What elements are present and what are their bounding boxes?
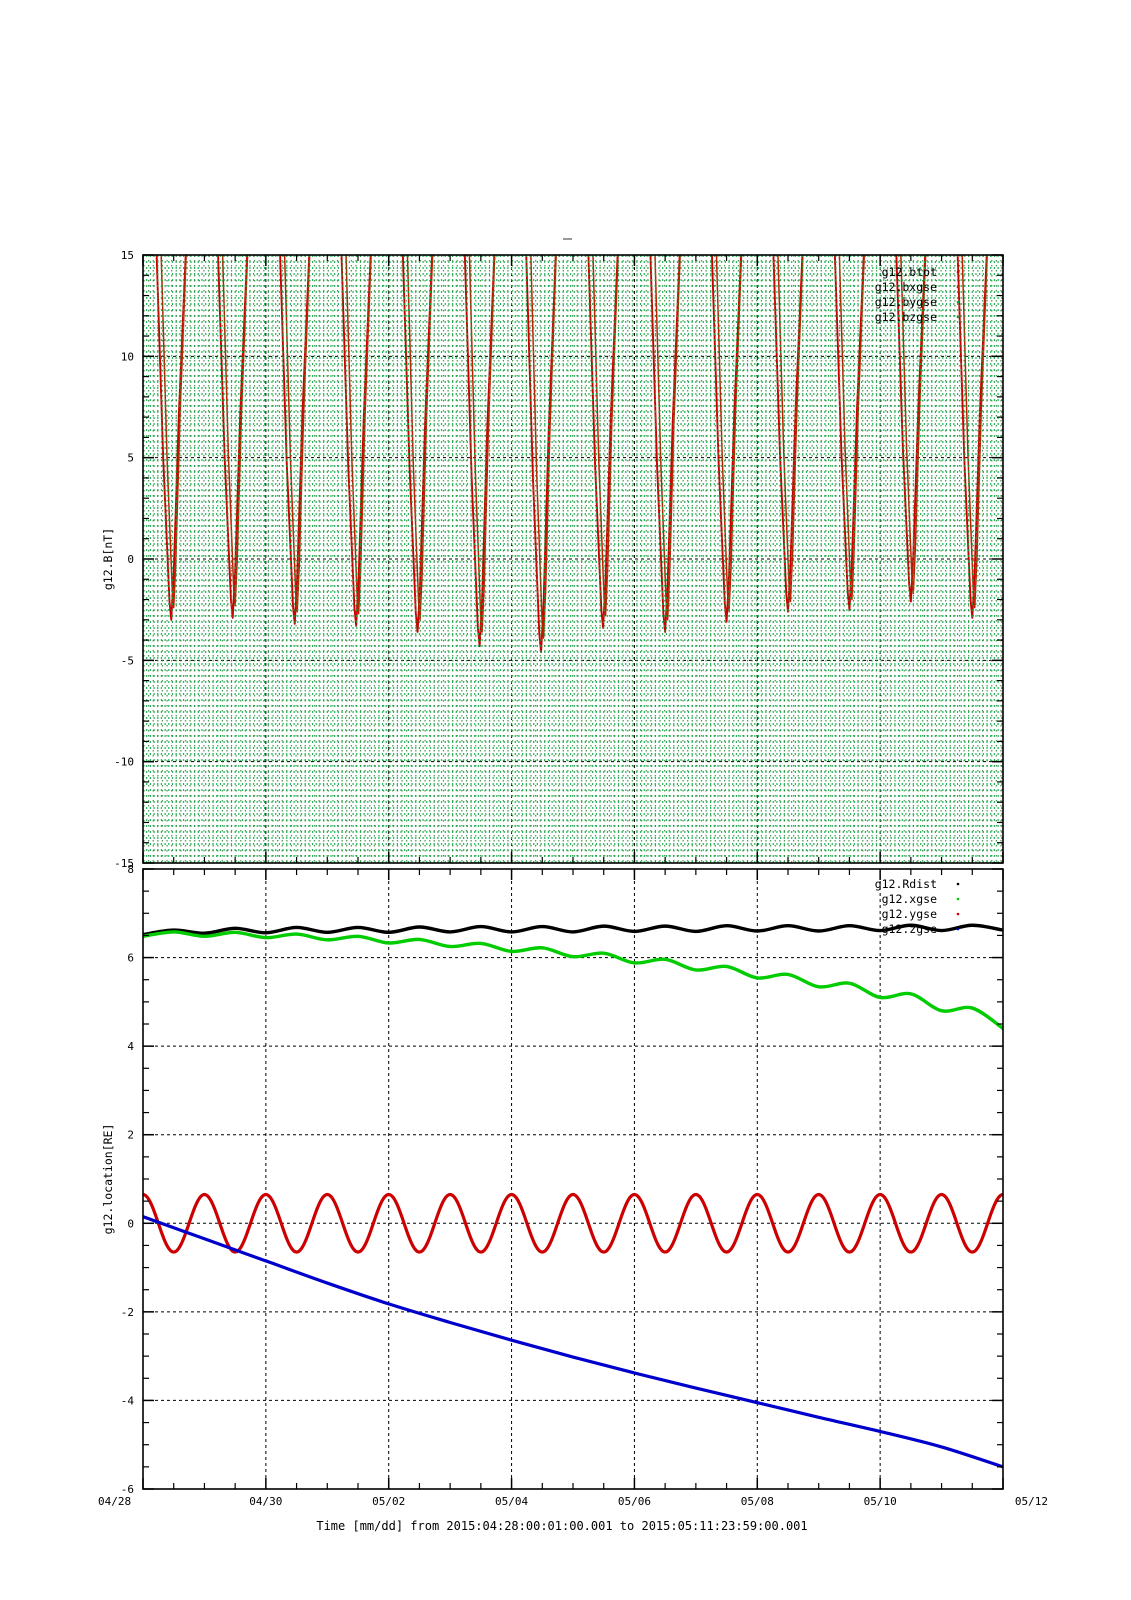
series-g12-btot bbox=[155, 255, 988, 654]
panel-location-y-tick-labels: -6 -4 -2 0 2 4 6 8 bbox=[121, 863, 135, 1496]
legend-marker-g12-zgse bbox=[956, 927, 960, 931]
x-tick-label: 05/08 bbox=[741, 1495, 774, 1508]
x-axis-tick-labels: 04/28 04/30 05/02 05/04 05/06 05/08 05/10 05/12 bbox=[98, 1495, 1048, 1508]
x-tick-label: 05/10 bbox=[864, 1495, 897, 1508]
y-tick-label: 2 bbox=[127, 1129, 134, 1142]
legend-label-g12-bzgse: g12.bzgse bbox=[875, 310, 937, 324]
panel-b-ticks bbox=[142, 254, 1004, 864]
x-tick-label: 05/02 bbox=[372, 1495, 405, 1508]
panel-location-frame bbox=[142, 868, 1004, 1490]
legend-marker-g12-bygse bbox=[956, 300, 960, 304]
legend-label-g12-bygse: g12.bygse bbox=[875, 295, 937, 309]
y-tick-label: 15 bbox=[121, 249, 134, 262]
series-g12-Rdist bbox=[143, 923, 1003, 937]
panel-b-y-axis-title: g12.B[nT] bbox=[101, 528, 115, 590]
y-tick-label: 0 bbox=[127, 1217, 134, 1230]
legend-label-g12-btot: g12.btot bbox=[882, 265, 937, 279]
legend-label-g12-xgse: g12.xgse bbox=[882, 892, 937, 906]
y-tick-label: -5 bbox=[121, 654, 134, 667]
panel-location-gridlines bbox=[143, 869, 1003, 1489]
x-tick-label: 05/06 bbox=[618, 1495, 651, 1508]
x-axis: 04/28 04/30 05/02 05/04 05/06 05/08 05/10 05/12… bbox=[98, 1495, 1048, 1533]
series-g12-ygse bbox=[143, 1192, 1003, 1254]
panel-location-series-group bbox=[143, 923, 1003, 1469]
y-tick-label: -15 bbox=[114, 857, 134, 870]
series-g12-bxgse bbox=[160, 255, 988, 639]
y-tick-label: 0 bbox=[127, 553, 134, 566]
legend-marker-g12-btot bbox=[956, 270, 960, 274]
y-tick-label: -2 bbox=[121, 1306, 134, 1319]
y-tick-label: 6 bbox=[127, 952, 134, 965]
y-tick-label: -6 bbox=[121, 1483, 134, 1496]
legend-marker-g12-bzgse bbox=[956, 315, 960, 319]
panel-location-y-axis-title: g12.location[RE] bbox=[101, 1124, 115, 1235]
legend-label-g12-ygse: g12.ygse bbox=[882, 907, 937, 921]
series-g12-xgse bbox=[143, 930, 1003, 1031]
y-tick-label: -4 bbox=[121, 1394, 135, 1407]
legend-label-g12-bxgse: g12.bxgse bbox=[875, 280, 937, 294]
x-tick-label: 05/12 bbox=[1015, 1495, 1048, 1508]
x-axis-caption: Time [mm/dd] from 2015:04:28:00:01:00.00… bbox=[316, 1519, 807, 1533]
series-g12-bzgse bbox=[143, 255, 1002, 863]
series-g12-zgse bbox=[143, 1215, 1003, 1469]
legend-marker-g12-ygse bbox=[956, 912, 960, 916]
legend-marker-g12-xgse bbox=[956, 897, 960, 901]
x-tick-label: 04/30 bbox=[249, 1495, 282, 1508]
panel-location-ticks bbox=[142, 868, 1004, 1490]
y-tick-label: 10 bbox=[121, 350, 134, 363]
legend-marker-g12-Rdist bbox=[956, 882, 960, 886]
y-tick-label: 8 bbox=[127, 863, 134, 876]
panel-b-y-tick-labels: -15 -10 -5 0 5 10 15 bbox=[114, 249, 134, 870]
x-tick-label: 04/28 bbox=[98, 1495, 131, 1508]
legend-label-g12-Rdist: g12.Rdist bbox=[875, 877, 937, 891]
legend-label-g12-zgse: g12.zgse bbox=[882, 922, 937, 936]
y-tick-label: 4 bbox=[127, 1040, 134, 1053]
y-tick-label: 5 bbox=[127, 452, 134, 465]
panel-b-series-group bbox=[143, 255, 1003, 863]
y-tick-label: -10 bbox=[114, 756, 134, 769]
panel-b-magnetic-field: -15 -10 -5 0 5 10 15 g12.B[nT] g12.btotg12.bxg… bbox=[101, 249, 1004, 870]
legend-marker-g12-bxgse bbox=[956, 285, 960, 289]
x-tick-label: 05/04 bbox=[495, 1495, 528, 1508]
